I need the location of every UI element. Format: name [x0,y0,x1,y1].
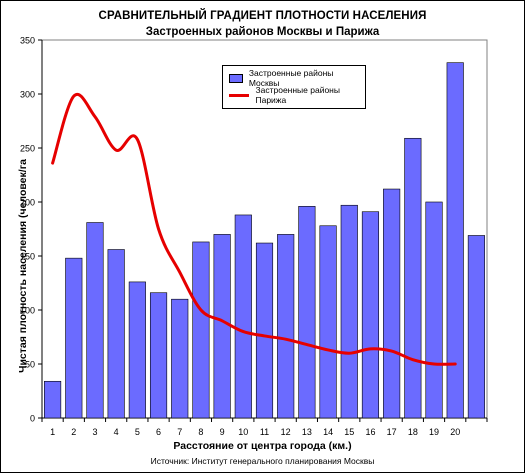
x-tick-label: 10 [238,427,248,437]
x-axis-label: Расстояние от центра города (км.) [173,440,352,452]
x-tick-label: 5 [135,427,140,437]
y-tick-label: 300 [20,90,35,100]
chart-legend: Застроенные районы Москвы Застроенные ра… [222,65,366,109]
x-tick-label: 9 [220,427,225,437]
y-axis-label: Чистая плотность населения (человек/га [17,159,29,373]
x-tick-label: 19 [429,427,439,437]
bar-moscow [192,241,210,419]
x-tick-label: 3 [92,427,97,437]
legend-swatch-moscow [229,73,243,83]
source-note: Источник: Институт генерального планиров… [150,456,375,466]
bar-moscow [65,257,83,419]
legend-item-moscow: Застроенные районы Москвы [229,68,365,88]
bar-moscow [255,242,274,419]
bar-moscow [171,298,189,419]
x-tick-label: 18 [408,427,418,437]
x-tick-label: 13 [302,427,312,437]
x-tick-label: 20 [450,427,460,437]
x-tick-label: 1 [50,427,55,437]
x-tick-label: 6 [156,427,161,437]
chart-subtitle: Застроенных районов Москвы и Парижа [145,26,380,38]
bar-moscow [425,201,443,419]
y-tick-label: 0 [30,414,35,424]
legend-label-paris: Застроенные районы Парижа [255,85,340,105]
bar-moscow [446,62,464,419]
bar-moscow [44,380,62,419]
x-tick-label: 8 [198,427,203,437]
bar-moscow [234,214,252,419]
bar-moscow [467,235,485,419]
bar-moscow [277,234,295,419]
bar-moscow [107,249,125,419]
y-tick-label: 350 [20,36,35,46]
legend-label-moscow: Застроенные районы Москвы [248,68,334,88]
bar-moscow [404,137,422,419]
bar-moscow [361,211,380,419]
y-tick-label: 200 [20,198,35,208]
y-tick-label: 50 [25,360,35,370]
bar-moscow [340,204,358,419]
x-tick-label: 12 [281,427,291,437]
bar-moscow [86,222,104,419]
x-tick-label: 7 [177,427,182,437]
y-tick-label: 250 [20,144,35,154]
bar-moscow [319,225,337,419]
bar-moscow [149,292,168,419]
bar-moscow [383,188,401,419]
x-tick-label: 15 [344,427,354,437]
legend-swatch-paris [229,93,250,97]
line-paris [51,92,457,366]
bar-moscow [213,234,231,419]
bar-moscow [128,281,146,419]
y-tick-label: 150 [20,252,35,262]
legend-item-paris: Застроенные районы Парижа [229,85,365,105]
x-tick-label: 2 [71,427,76,437]
x-tick-label: 14 [323,427,333,437]
x-tick-label: 11 [260,427,269,437]
bar-moscow [298,206,316,419]
chart-title: СРАВНИТЕЛЬНЫЙ ГРАДИЕНТ ПЛОТНОСТИ НАСЕЛЕН… [98,10,427,22]
x-tick-label: 16 [365,427,375,437]
x-tick-label: 4 [114,427,119,437]
x-tick-label: 17 [387,427,397,437]
y-tick-label: 100 [20,306,35,316]
